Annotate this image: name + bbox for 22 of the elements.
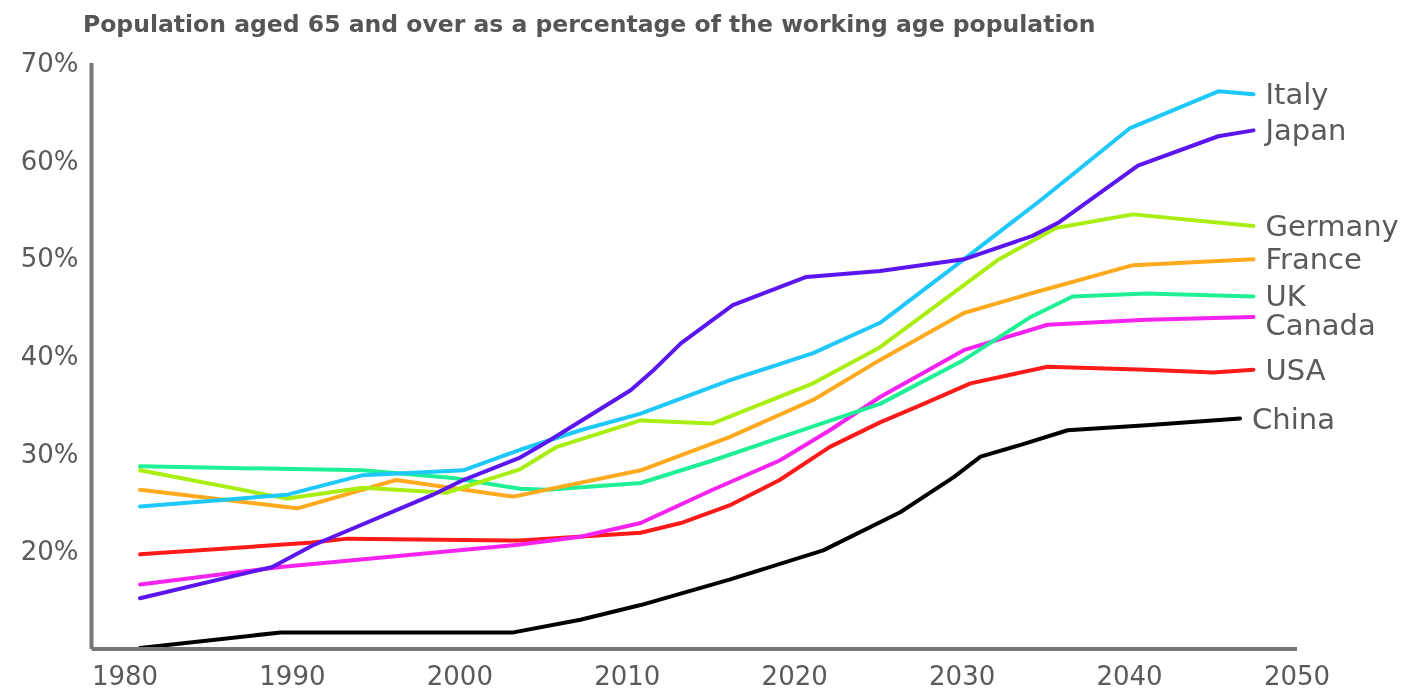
chart-title: Population aged 65 and over as a percentage of the working age population: [83, 10, 1096, 38]
series-label: Japan: [1263, 113, 1347, 148]
series-label: Italy: [1265, 77, 1329, 112]
x-tick-label: 2040: [1096, 661, 1163, 692]
y-tick-label: 20%: [20, 536, 79, 567]
x-tick-label: 2050: [1263, 661, 1331, 692]
x-tick-label: 2020: [761, 661, 828, 692]
x-tick-label: 2000: [426, 661, 493, 692]
y-tick-label: 50%: [20, 243, 79, 274]
y-tick-label: 30%: [20, 438, 79, 469]
x-tick-label: 1980: [91, 661, 159, 692]
series-label: France: [1265, 242, 1362, 277]
x-tick-label: 1990: [259, 661, 326, 692]
series-label: USA: [1265, 352, 1326, 387]
y-tick-label: 40%: [20, 341, 79, 371]
x-tick-label: 2030: [929, 661, 996, 692]
series-label: China: [1252, 401, 1335, 436]
y-tick-label: 60%: [20, 145, 79, 176]
y-tick-label: 70%: [20, 48, 79, 78]
series-label: Germany: [1265, 209, 1399, 244]
line-series: [138, 416, 1243, 649]
x-tick-label: 2010: [594, 661, 661, 692]
